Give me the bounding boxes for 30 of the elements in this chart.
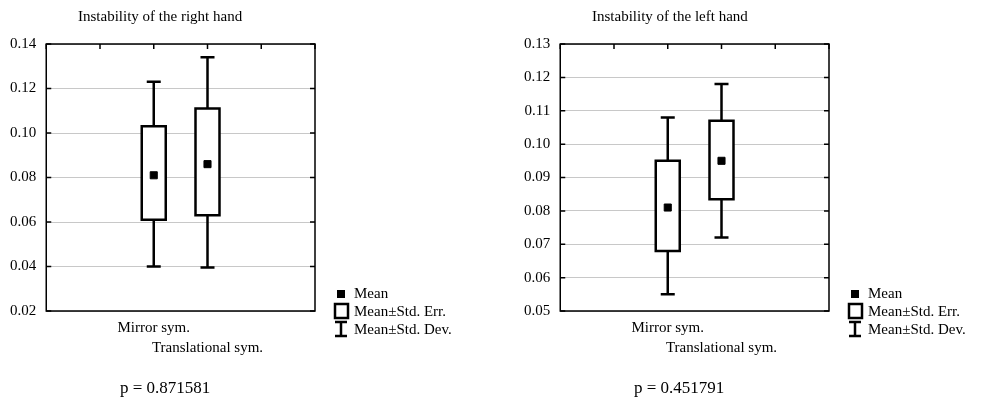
y-tick-label: 0.12 [10,79,37,96]
y-tick-label: 0.07 [524,235,551,252]
text: Mean±Std. Err. [868,302,960,320]
text: Mean [868,284,903,302]
y-tick-label: 0.10 [10,123,37,140]
y-tick-label: 0.06 [524,268,551,285]
y-tick-label: 0.10 [524,135,551,152]
x-tick-label: Translational sym. [151,339,264,356]
chart-title: Instability of the right hand [78,8,243,25]
x-tick-label: Translational sym. [665,339,778,356]
y-tick-label: 0.08 [524,201,551,218]
y-tick-label: 0.08 [10,168,37,185]
x-tick-label: Mirror sym. [117,319,190,336]
text: Mean±Std. Dev. [868,320,966,338]
y-tick-label: 0.05 [524,301,551,318]
y-tick-label: 0.06 [10,212,37,229]
y-tick-label: 0.09 [524,168,551,185]
y-tick-label: 0.12 [524,68,551,85]
text: Mean [354,284,389,302]
x-tick-label: Mirror sym. [631,319,704,336]
text: Mean±Std. Err. [354,302,446,320]
y-tick-label: 0.11 [524,101,551,118]
text: Mean±Std. Dev. [354,320,452,338]
y-tick-label: 0.02 [10,301,37,318]
y-tick-label: 0.04 [10,257,37,274]
text: p = 0.451791 [634,378,725,398]
text: p = 0.871581 [120,378,211,398]
y-tick-label: 0.13 [524,34,551,51]
chart-title: Instability of the left hand [592,8,748,25]
y-tick-label: 0.14 [10,34,37,51]
